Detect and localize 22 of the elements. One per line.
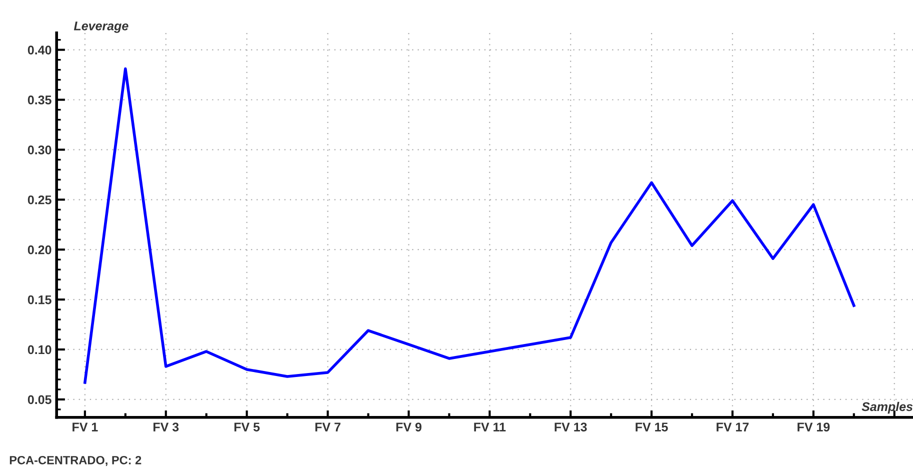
line-series (84, 67, 856, 384)
y-tick-label: 0.05 (28, 395, 52, 404)
x-tick-label: FV 13 (554, 422, 587, 432)
text: PCA-CENTRADO, PC: 2 (10, 456, 142, 466)
y-axis-title: Leverage (74, 22, 128, 33)
x-tick-label: FV 17 (716, 422, 749, 432)
y-tick-label: 0.20 (28, 245, 52, 254)
x-axis-title: Samples (862, 402, 913, 414)
y-tick-label: 0.15 (28, 295, 52, 304)
x-tick-label: FV 3 (154, 422, 179, 432)
y-tick-label: 0.10 (28, 345, 52, 354)
x-tick-label: FV 19 (798, 422, 830, 432)
x-tick-label: FV 7 (315, 422, 340, 432)
y-tick-label: 0.35 (28, 96, 52, 104)
y-tick-label: 0.40 (28, 46, 52, 54)
x-tick-label: FV 15 (636, 422, 668, 432)
x-tick-label: FV 1 (72, 422, 98, 432)
x-tick-label: FV 5 (234, 422, 260, 432)
y-tick-label: 0.25 (28, 195, 52, 204)
y-tick-label: 0.30 (28, 146, 52, 154)
x-tick-label: FV 11 (474, 422, 506, 432)
x-tick-label: FV 9 (396, 422, 422, 432)
